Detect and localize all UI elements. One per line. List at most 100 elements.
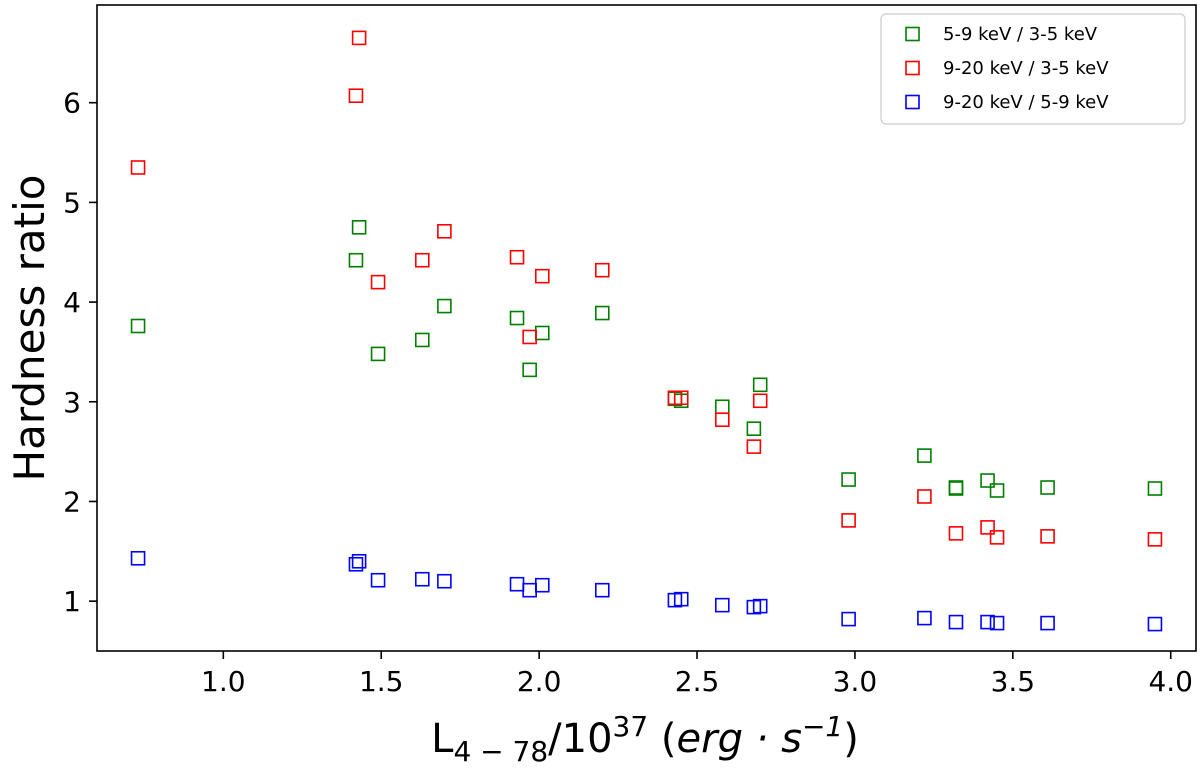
- x-label-close: ): [843, 716, 859, 762]
- data-point: [917, 448, 932, 463]
- x-tick-label: 1.0: [201, 665, 246, 698]
- x-tick-label: 2.0: [517, 665, 562, 698]
- data-point: [437, 573, 452, 589]
- legend-label: 9-20 keV / 3-5 keV: [943, 58, 1109, 79]
- legend-label: 5-9 keV / 3-5 keV: [943, 24, 1098, 45]
- data-point: [594, 582, 610, 598]
- data-point: [130, 550, 146, 566]
- legend-marker: [905, 60, 920, 76]
- x-tick-label: 1.5: [359, 665, 404, 698]
- data-point: [917, 610, 932, 626]
- x-label-superscript: 37: [613, 710, 649, 743]
- data-point: [414, 252, 430, 268]
- y-tick-label: 3: [63, 386, 81, 419]
- x-label-open: (: [648, 716, 676, 762]
- y-tick-label: 2: [63, 485, 81, 518]
- data-point: [1147, 616, 1163, 632]
- data-point: [989, 483, 1005, 498]
- data-point: [370, 572, 386, 588]
- data-point: [522, 362, 537, 378]
- y-tick-label: 1: [63, 585, 81, 618]
- y-tick-label: 6: [63, 87, 81, 120]
- data-point: [348, 252, 364, 268]
- data-point: [437, 223, 452, 239]
- data-points: [130, 30, 1163, 632]
- data-point: [414, 332, 430, 348]
- data-point: [370, 346, 386, 362]
- x-axis-label: L4 − 78/1037 (erg · s−1): [431, 710, 859, 768]
- data-point: [752, 377, 768, 393]
- data-point: [841, 472, 856, 487]
- data-point: [1147, 481, 1163, 496]
- data-point: [917, 489, 932, 504]
- x-tick-label: 4.0: [1148, 665, 1193, 698]
- data-point: [534, 268, 550, 284]
- plot-frame: [96, 4, 1197, 652]
- data-point: [980, 520, 995, 535]
- data-point: [673, 591, 689, 607]
- data-point: [948, 480, 964, 495]
- data-point: [980, 473, 995, 488]
- data-point: [437, 298, 452, 314]
- data-point: [351, 30, 367, 46]
- data-point: [989, 530, 1005, 545]
- data-point: [509, 310, 525, 326]
- data-point: [534, 577, 550, 593]
- data-point: [948, 481, 964, 496]
- series-2: [130, 30, 1163, 547]
- data-point: [1147, 532, 1163, 547]
- data-point: [714, 399, 730, 415]
- y-tick-label: 5: [63, 186, 81, 219]
- data-point: [534, 325, 550, 341]
- legend-marker: [905, 26, 920, 42]
- y-axis-ticks: 1 2 3 4 5 6: [63, 87, 97, 618]
- data-point: [130, 318, 146, 334]
- data-point: [348, 88, 364, 104]
- x-label-base: L: [431, 716, 454, 762]
- data-point: [522, 582, 537, 598]
- data-point: [948, 614, 964, 630]
- data-point: [746, 439, 762, 454]
- legend-box: [880, 13, 1186, 125]
- x-tick-label: 3.5: [991, 665, 1036, 698]
- legend: 5-9 keV / 3-5 keV 9-20 keV / 3-5 keV 9-20 …: [880, 13, 1186, 125]
- x-label-subscript: 4 − 78: [453, 735, 548, 768]
- data-point: [948, 526, 964, 541]
- data-point: [673, 390, 689, 406]
- data-point: [370, 274, 386, 290]
- data-point: [989, 615, 1005, 631]
- series-3: [130, 550, 1163, 632]
- data-point: [351, 220, 367, 235]
- data-point: [594, 262, 610, 278]
- data-point: [130, 160, 146, 175]
- x-tick-label: 2.5: [675, 665, 720, 698]
- legend-label: 9-20 keV / 5-9 keV: [943, 92, 1109, 113]
- data-point: [714, 597, 730, 613]
- data-point: [841, 611, 856, 627]
- data-point: [746, 421, 762, 436]
- data-point: [594, 305, 610, 321]
- y-tick-label: 4: [63, 286, 81, 319]
- data-point: [509, 576, 525, 592]
- data-point: [714, 412, 730, 428]
- x-label-unit-superscript: −1: [802, 710, 843, 743]
- data-point: [1040, 615, 1055, 631]
- y-axis-label: Hardness ratio: [5, 175, 54, 482]
- x-label-unit: erg · s: [677, 716, 802, 762]
- legend-marker: [905, 94, 920, 110]
- x-tick-label: 3.0: [833, 665, 878, 698]
- x-label-slash: /10: [548, 716, 612, 762]
- data-point: [414, 571, 430, 587]
- data-point: [1040, 480, 1055, 495]
- data-point: [752, 598, 768, 614]
- data-point: [522, 329, 537, 345]
- data-point: [841, 513, 856, 528]
- data-point: [980, 614, 995, 630]
- series-1: [130, 220, 1163, 498]
- data-point: [351, 553, 367, 569]
- x-axis-ticks: 1.0 1.5 2.0 2.5 3.0 3.5 4.0: [201, 651, 1193, 698]
- data-point: [509, 249, 525, 265]
- data-point: [752, 393, 768, 409]
- data-point: [348, 556, 364, 572]
